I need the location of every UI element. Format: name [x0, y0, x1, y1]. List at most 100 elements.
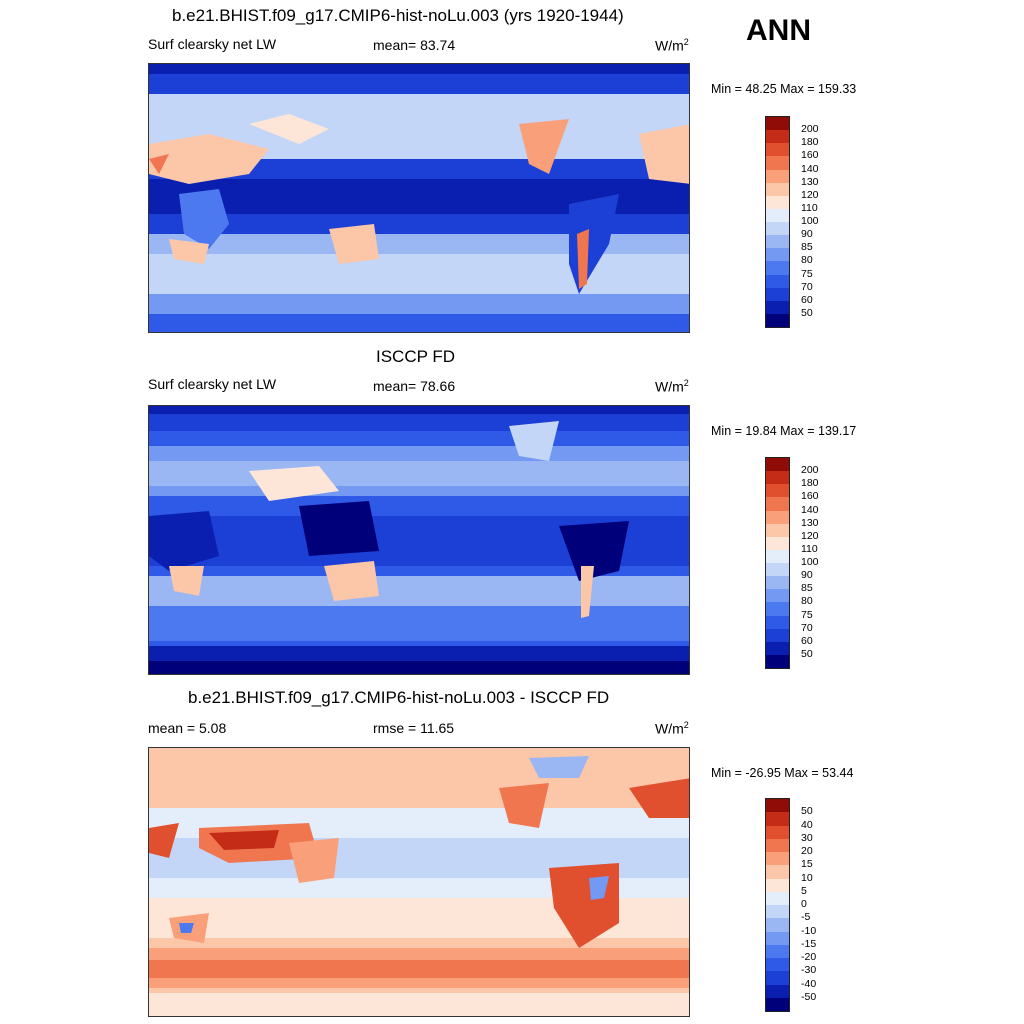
colorbar-tick-label: 90	[801, 228, 813, 241]
colorbar-tick-label: -40	[801, 977, 817, 990]
colorbar-tick-label: -10	[801, 924, 817, 937]
colorbar-swatch	[766, 958, 789, 972]
colorbar-tick-label: -15	[801, 937, 817, 950]
colorbar-tick-label: 85	[801, 241, 813, 254]
colorbar-tick-label: 15	[801, 858, 813, 871]
colorbar-swatch	[766, 536, 789, 550]
panel-2-units: W/m2	[655, 378, 689, 395]
colorbar-swatch	[766, 143, 789, 157]
panel-3-units: W/m2	[655, 720, 689, 737]
colorbar-tick-label: 130	[801, 516, 819, 529]
colorbar-tick-label: 200	[801, 123, 819, 136]
colorbar-swatch	[766, 156, 789, 170]
colorbar-swatch	[766, 891, 789, 905]
colorbar-swatch	[766, 602, 789, 616]
colorbar-tick-label: -20	[801, 951, 817, 963]
colorbar-swatch	[766, 852, 789, 866]
colorbar-swatch	[766, 313, 789, 327]
colorbar-tick-label: 80	[801, 254, 813, 267]
colorbar-swatch	[766, 510, 789, 524]
colorbar-swatch	[766, 195, 789, 209]
colorbar-tick-label: 50	[801, 306, 813, 319]
colorbar-tick-label: 75	[801, 267, 813, 280]
colorbar-swatch	[766, 997, 789, 1011]
colorbar-swatch	[766, 865, 789, 879]
colorbar-tick-label: 90	[801, 569, 813, 582]
panel-3-center-label: rmse = 11.65	[373, 720, 455, 736]
colorbar-swatch	[766, 878, 789, 892]
panel-3-left-label: mean = 5.08	[148, 720, 227, 736]
panel-3-colorbar	[765, 798, 790, 1012]
colorbar-swatch	[766, 222, 789, 236]
colorbar-tick-label: 0	[801, 898, 807, 910]
panel-1-title: b.e21.BHIST.f09_g17.CMIP6-hist-noLu.003 …	[172, 6, 624, 25]
colorbar-swatch	[766, 589, 789, 603]
colorbar-tick-label: 180	[801, 477, 819, 490]
colorbar-swatch	[766, 208, 789, 222]
colorbar-tick-label: 160	[801, 149, 819, 162]
colorbar-tick-label: 60	[801, 634, 813, 647]
colorbar-tick-label: 110	[801, 201, 818, 214]
colorbar-tick-label: 85	[801, 582, 813, 595]
panel-2-minmax: Min = 19.84 Max = 139.17	[711, 424, 857, 438]
colorbar-tick-label: 120	[801, 529, 819, 542]
panel-3-minmax: Min = -26.95 Max = 53.44	[711, 766, 854, 780]
colorbar-swatch	[766, 117, 789, 131]
colorbar-tick-label: 80	[801, 595, 813, 608]
colorbar-tick-label: -50	[801, 990, 817, 1003]
colorbar-swatch	[766, 169, 789, 183]
colorbar-swatch	[766, 812, 789, 826]
panel-2-map	[148, 405, 690, 675]
colorbar-tick-label: 140	[801, 162, 819, 175]
colorbar-tick-label: 40	[801, 818, 813, 831]
colorbar-tick-label: 110	[801, 542, 818, 555]
panel-2-colorbar	[765, 457, 790, 669]
colorbar-swatch	[766, 641, 789, 655]
colorbar-swatch	[766, 576, 789, 590]
colorbar-swatch	[766, 838, 789, 852]
panel-2-left-label: Surf clearsky net LW	[148, 376, 277, 392]
colorbar-swatch	[766, 944, 789, 958]
colorbar-swatch	[766, 287, 789, 301]
colorbar-tick-label: 60	[801, 293, 813, 306]
colorbar-swatch	[766, 825, 789, 839]
colorbar-swatch	[766, 274, 789, 288]
colorbar-tick-label: 30	[801, 831, 813, 844]
colorbar-swatch	[766, 984, 789, 998]
colorbar-swatch	[766, 130, 789, 144]
colorbar-swatch	[766, 971, 789, 985]
panel-1-center-label: mean= 83.74	[373, 37, 456, 53]
colorbar-tick-label: 70	[801, 280, 813, 293]
colorbar-tick-label: 200	[801, 464, 819, 477]
colorbar-swatch	[766, 497, 789, 511]
colorbar-swatch	[766, 484, 789, 498]
colorbar-swatch	[766, 523, 789, 537]
colorbar-swatch	[766, 182, 789, 196]
colorbar-tick-label: 130	[801, 175, 819, 188]
colorbar-tick-label: 10	[801, 871, 813, 884]
colorbar-tick-label: 100	[801, 556, 819, 568]
colorbar-tick-label: 180	[801, 136, 819, 149]
colorbar-tick-label: 120	[801, 188, 819, 201]
panel-1-units: W/m2	[655, 37, 689, 54]
colorbar-swatch	[766, 458, 789, 472]
panel-3-title: b.e21.BHIST.f09_g17.CMIP6-hist-noLu.003 …	[188, 688, 610, 707]
colorbar-swatch	[766, 799, 789, 813]
colorbar-swatch	[766, 931, 789, 945]
panel-2-title: ISCCP FD	[376, 347, 456, 366]
panel-1-map	[148, 63, 690, 333]
panel-1-minmax: Min = 48.25 Max = 159.33	[711, 82, 857, 96]
colorbar-tick-label: -30	[801, 964, 817, 977]
colorbar-swatch	[766, 549, 789, 563]
panel-3-map	[148, 747, 690, 1017]
colorbar-tick-label: 50	[801, 647, 813, 660]
colorbar-tick-label: 70	[801, 621, 813, 634]
colorbar-tick-label: -5	[801, 911, 811, 924]
colorbar-tick-label: 100	[801, 215, 819, 227]
panel-1-colorbar	[765, 116, 790, 328]
season-label: ANN	[746, 14, 811, 47]
colorbar-swatch	[766, 615, 789, 629]
colorbar-swatch	[766, 471, 789, 485]
panel-2-center-label: mean= 78.66	[373, 378, 456, 394]
colorbar-tick-label: 140	[801, 503, 819, 516]
